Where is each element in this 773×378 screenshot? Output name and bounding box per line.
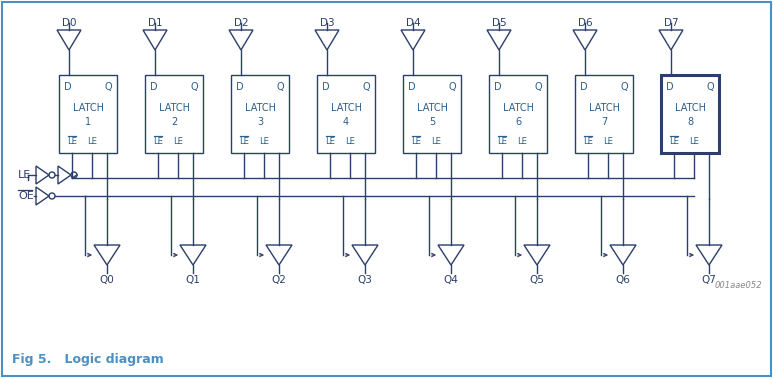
Polygon shape — [36, 187, 49, 205]
Text: Q: Q — [448, 82, 456, 92]
Polygon shape — [401, 30, 425, 50]
Text: 7: 7 — [601, 117, 607, 127]
Text: LE: LE — [411, 136, 421, 146]
Polygon shape — [573, 30, 597, 50]
Text: OE: OE — [18, 191, 34, 201]
Polygon shape — [266, 245, 292, 265]
Text: D6: D6 — [577, 18, 592, 28]
Text: Q3: Q3 — [358, 275, 373, 285]
Text: D: D — [64, 82, 72, 92]
Text: D: D — [494, 82, 502, 92]
Text: D5: D5 — [492, 18, 506, 28]
Text: Q5: Q5 — [530, 275, 544, 285]
Polygon shape — [58, 166, 71, 184]
Polygon shape — [36, 166, 49, 184]
Text: Q: Q — [104, 82, 112, 92]
Bar — [231, 75, 289, 153]
Text: 3: 3 — [257, 117, 263, 127]
Text: LATCH: LATCH — [588, 103, 619, 113]
Text: Q: Q — [277, 82, 284, 92]
Bar — [145, 75, 203, 153]
Text: D2: D2 — [233, 18, 248, 28]
Text: LE: LE — [431, 136, 441, 146]
Text: LATCH: LATCH — [502, 103, 533, 113]
Text: D3: D3 — [320, 18, 334, 28]
Bar — [489, 75, 547, 153]
Text: Q0: Q0 — [100, 275, 114, 285]
Bar — [575, 75, 633, 153]
Polygon shape — [610, 245, 636, 265]
Text: D1: D1 — [148, 18, 162, 28]
Bar — [661, 75, 719, 153]
Text: 4: 4 — [343, 117, 349, 127]
Text: LE: LE — [18, 170, 31, 180]
Text: LATCH: LATCH — [331, 103, 362, 113]
Text: D4: D4 — [406, 18, 421, 28]
Polygon shape — [487, 30, 511, 50]
Text: LATCH: LATCH — [417, 103, 448, 113]
Text: LE: LE — [67, 136, 77, 146]
Text: 001aae052: 001aae052 — [714, 281, 762, 290]
Polygon shape — [229, 30, 253, 50]
Bar — [317, 75, 375, 153]
Polygon shape — [180, 245, 206, 265]
Text: LE: LE — [517, 136, 527, 146]
Text: D: D — [322, 82, 329, 92]
Text: D: D — [150, 82, 158, 92]
Text: D: D — [408, 82, 416, 92]
Text: LE: LE — [669, 136, 679, 146]
Text: 6: 6 — [515, 117, 521, 127]
Text: LE: LE — [239, 136, 249, 146]
Polygon shape — [438, 245, 464, 265]
Text: Q: Q — [707, 82, 714, 92]
Text: Q7: Q7 — [702, 275, 717, 285]
Text: LE: LE — [497, 136, 507, 146]
Text: LE: LE — [603, 136, 613, 146]
Text: LE: LE — [153, 136, 163, 146]
Polygon shape — [524, 245, 550, 265]
Text: LATCH: LATCH — [158, 103, 189, 113]
Text: 5: 5 — [429, 117, 435, 127]
Text: LE: LE — [259, 136, 269, 146]
Text: 1: 1 — [85, 117, 91, 127]
Text: 8: 8 — [687, 117, 693, 127]
Polygon shape — [315, 30, 339, 50]
Text: Q: Q — [621, 82, 628, 92]
Text: Q: Q — [534, 82, 542, 92]
Text: D7: D7 — [664, 18, 679, 28]
Text: Q1: Q1 — [186, 275, 200, 285]
Text: LE: LE — [173, 136, 183, 146]
Text: Q2: Q2 — [271, 275, 287, 285]
Text: LE: LE — [689, 136, 699, 146]
Text: D: D — [236, 82, 243, 92]
Text: Q6: Q6 — [615, 275, 631, 285]
Text: LATCH: LATCH — [675, 103, 706, 113]
Text: LATCH: LATCH — [73, 103, 104, 113]
Bar — [403, 75, 461, 153]
Text: LE: LE — [325, 136, 335, 146]
Text: D: D — [580, 82, 587, 92]
Text: Q4: Q4 — [444, 275, 458, 285]
Text: Q: Q — [363, 82, 370, 92]
Bar — [59, 75, 117, 153]
Text: LE: LE — [583, 136, 593, 146]
Polygon shape — [143, 30, 167, 50]
Text: 2: 2 — [171, 117, 177, 127]
Polygon shape — [696, 245, 722, 265]
Text: LE: LE — [87, 136, 97, 146]
Text: D0: D0 — [62, 18, 77, 28]
Text: D: D — [666, 82, 673, 92]
Text: Q: Q — [190, 82, 198, 92]
Polygon shape — [94, 245, 120, 265]
Text: LATCH: LATCH — [244, 103, 275, 113]
Polygon shape — [57, 30, 81, 50]
Text: Fig 5.   Logic diagram: Fig 5. Logic diagram — [12, 353, 164, 367]
Text: LE: LE — [345, 136, 355, 146]
Polygon shape — [352, 245, 378, 265]
Polygon shape — [659, 30, 683, 50]
